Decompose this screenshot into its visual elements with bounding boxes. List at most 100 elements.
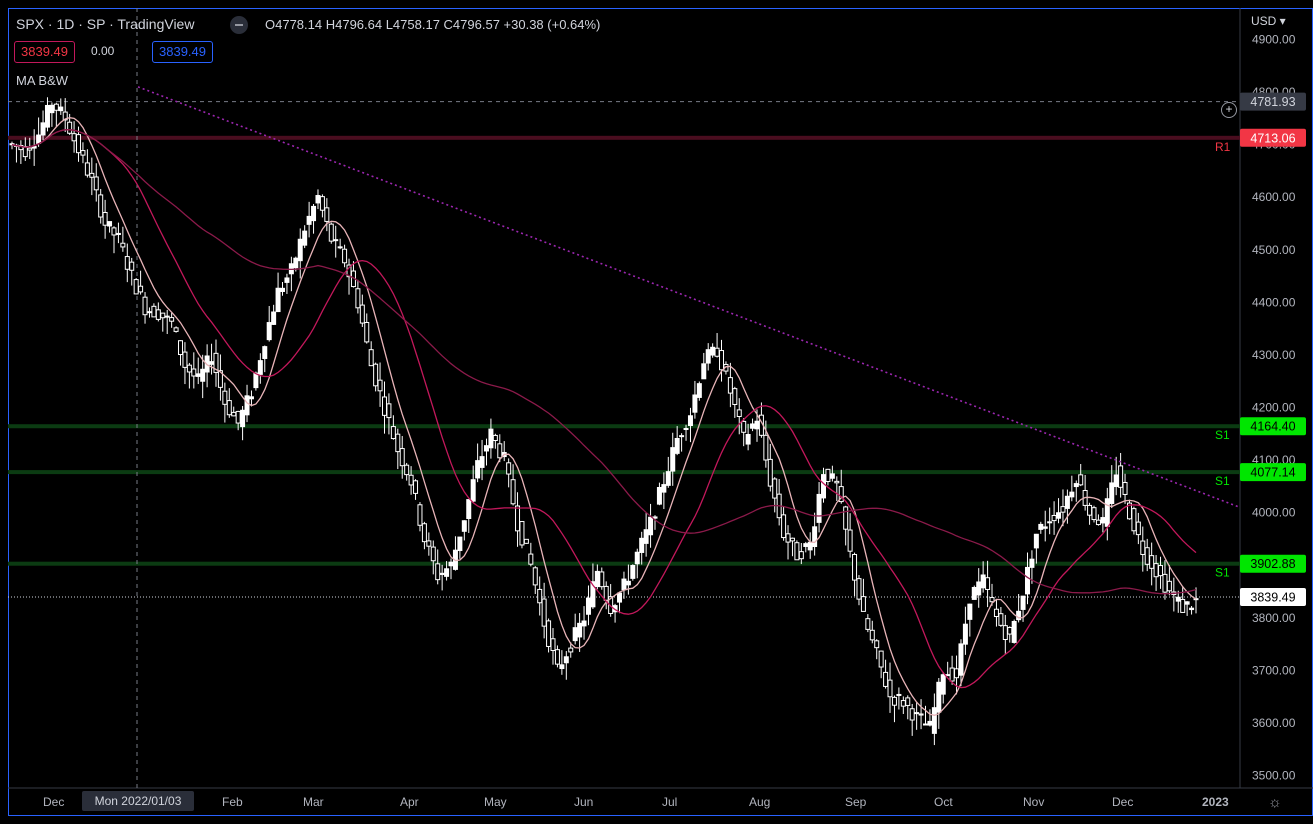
minimize-icon[interactable] bbox=[230, 16, 248, 34]
candle-body bbox=[293, 257, 299, 269]
candle-body bbox=[608, 596, 614, 615]
candle-body bbox=[993, 608, 999, 618]
candle-body bbox=[958, 643, 964, 676]
candle-body bbox=[998, 613, 1004, 626]
candle-body bbox=[155, 309, 161, 320]
candle-body bbox=[448, 561, 454, 567]
candle-body bbox=[976, 581, 982, 596]
candle-body bbox=[550, 638, 556, 652]
candle-body bbox=[847, 529, 853, 552]
candle-body bbox=[142, 296, 148, 316]
candle-body bbox=[297, 238, 303, 262]
candle-body bbox=[120, 242, 126, 248]
candle-body bbox=[186, 364, 192, 373]
candle-body bbox=[151, 305, 157, 318]
candle-body bbox=[191, 368, 197, 377]
candle-body bbox=[417, 504, 423, 526]
candle-body bbox=[226, 400, 232, 416]
candle-body bbox=[483, 445, 489, 452]
trendline bbox=[137, 86, 1241, 509]
candle-body bbox=[634, 551, 640, 565]
symbol-title[interactable]: SPX · 1D · SP · TradingView bbox=[16, 16, 195, 32]
candle-body bbox=[311, 205, 317, 222]
y-tick-label: 4400.00 bbox=[1252, 295, 1296, 309]
chart-area[interactable]: 4900.004800.004700.004600.004500.004400.… bbox=[8, 8, 1313, 816]
candle-body bbox=[914, 712, 920, 715]
currency-selector[interactable]: USD ▾ bbox=[1251, 14, 1286, 28]
buy-price-box[interactable]: 3839.49 bbox=[152, 41, 213, 63]
y-tick-label: 3500.00 bbox=[1252, 768, 1296, 782]
candle-body bbox=[27, 147, 33, 151]
candle-body bbox=[359, 304, 365, 324]
candle-body bbox=[80, 150, 86, 156]
candle-body bbox=[381, 396, 387, 416]
plus-circle-icon[interactable]: + bbox=[1221, 102, 1237, 118]
x-tick-label: Jun bbox=[574, 795, 593, 809]
candle-body bbox=[577, 622, 583, 638]
candle-body bbox=[807, 541, 813, 551]
candle-body bbox=[138, 285, 144, 293]
candle-body bbox=[1184, 601, 1190, 605]
candle-body bbox=[519, 521, 525, 546]
candle-body bbox=[900, 700, 906, 707]
moving-average-line bbox=[11, 129, 1197, 595]
candle-body bbox=[44, 104, 50, 128]
moving-average-line bbox=[11, 117, 1197, 716]
candle-body bbox=[497, 443, 503, 459]
candle-body bbox=[257, 360, 263, 375]
candle-body bbox=[1087, 504, 1093, 516]
candle-body bbox=[1144, 547, 1150, 565]
y-tick-label: 3800.00 bbox=[1252, 611, 1296, 625]
candle-body bbox=[439, 572, 445, 576]
x-tick-label: Apr bbox=[400, 795, 419, 809]
candle-body bbox=[399, 448, 405, 467]
candle-body bbox=[506, 462, 512, 475]
candle-body bbox=[692, 394, 698, 413]
candle-body bbox=[1189, 607, 1195, 611]
y-tick-label: 4200.00 bbox=[1252, 401, 1296, 415]
sell-price-box[interactable]: 3839.49 bbox=[14, 41, 75, 63]
candle-body bbox=[1109, 482, 1115, 504]
candle-body bbox=[985, 577, 991, 590]
candle-body bbox=[794, 542, 800, 561]
candle-body bbox=[723, 363, 729, 372]
candle-body bbox=[883, 671, 889, 687]
candle-body bbox=[475, 460, 481, 479]
candle-body bbox=[625, 580, 631, 586]
candle-body bbox=[936, 681, 942, 713]
candle-body bbox=[803, 543, 809, 547]
candle-body bbox=[523, 538, 529, 544]
candle-body bbox=[280, 287, 286, 292]
candle-body bbox=[408, 474, 414, 486]
candle-body bbox=[333, 239, 339, 242]
candle-body bbox=[727, 377, 733, 394]
candle-body bbox=[222, 390, 228, 405]
candle-body bbox=[537, 588, 543, 604]
level-label: S1 bbox=[1215, 474, 1230, 488]
indicator-label[interactable]: MA B&W bbox=[16, 73, 69, 88]
candle-body bbox=[430, 546, 436, 562]
candle-body bbox=[1047, 521, 1053, 524]
candle-body bbox=[559, 664, 565, 670]
candle-body bbox=[1069, 491, 1075, 498]
gear-icon[interactable]: ☼ bbox=[1268, 794, 1282, 811]
level-band bbox=[8, 561, 1240, 566]
x-tick-label: Feb bbox=[222, 795, 243, 809]
candle-body bbox=[271, 311, 277, 325]
candle-body bbox=[594, 570, 600, 588]
level-price-tag bbox=[1240, 128, 1306, 147]
price-chart[interactable]: 4900.004800.004700.004600.004500.004400.… bbox=[8, 8, 1313, 824]
y-tick-label: 4300.00 bbox=[1252, 348, 1296, 362]
candle-body bbox=[528, 553, 534, 565]
candle-body bbox=[821, 474, 827, 499]
candle-body bbox=[1149, 555, 1155, 569]
candle-body bbox=[1038, 523, 1044, 530]
candle-body bbox=[581, 620, 587, 627]
x-tick-label: Sep bbox=[845, 795, 867, 809]
candle-body bbox=[679, 435, 685, 438]
candle-body bbox=[1118, 465, 1124, 488]
candle-body bbox=[1158, 565, 1164, 577]
candle-body bbox=[84, 162, 90, 176]
candle-body bbox=[617, 592, 623, 603]
candle-body bbox=[585, 597, 591, 615]
